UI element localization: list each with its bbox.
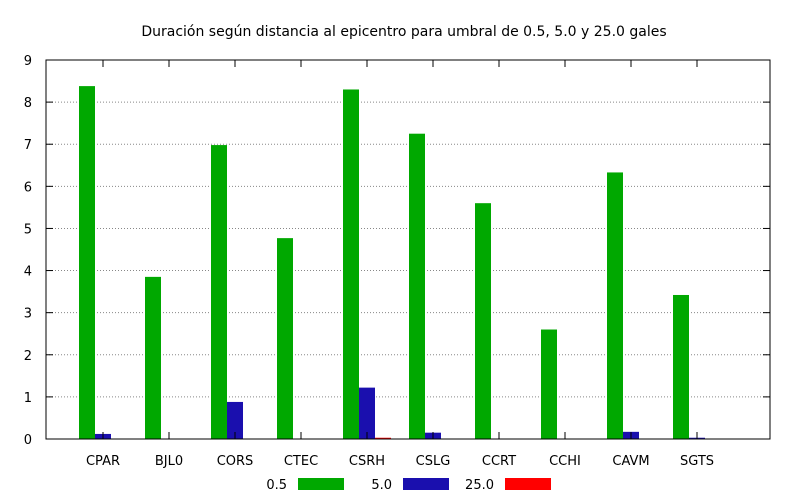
y-tick-label: 0: [24, 433, 32, 448]
bar-0.5-CAVM: [607, 172, 623, 440]
y-tick-label: 6: [24, 180, 32, 195]
chart-title: Duración según distancia al epicentro pa…: [141, 24, 666, 40]
bar-0.5-CCHI: [541, 329, 557, 439]
x-tick-label: CPAR: [86, 454, 120, 469]
bar-0.5-CPAR: [79, 86, 95, 439]
bar-0.5-CSLG: [409, 133, 425, 439]
y-tick-label: 8: [24, 96, 32, 111]
y-tick-label: 1: [24, 391, 32, 406]
bar-0.5-CSRH: [343, 89, 359, 439]
legend-swatch-0.5: [298, 478, 344, 490]
x-tick-label: CAVM: [612, 454, 649, 469]
bar-0.5-CTEC: [277, 238, 293, 439]
legend-swatch-25.0: [505, 478, 551, 490]
x-tick-label: CTEC: [284, 454, 318, 469]
bar-5.0-CSRH: [359, 387, 375, 439]
x-tick-label: SGTS: [680, 454, 714, 469]
y-tick-label: 3: [24, 307, 32, 322]
legend-label-5.0: 5.0: [371, 478, 392, 493]
legend: 0.5 5.0 25.0: [266, 478, 551, 493]
plot-frame: [45, 59, 771, 440]
legend-label-25.0: 25.0: [465, 478, 494, 493]
bar-5.0-CORS: [227, 401, 243, 439]
bar-0.5-BJL0: [145, 276, 161, 439]
x-tick-label: CORS: [217, 454, 254, 469]
bar-25.0-CSRH: [375, 437, 391, 439]
x-tick-label: CSRH: [349, 454, 385, 469]
bar-0.5-CORS: [211, 145, 227, 439]
x-tick-label: CSLG: [416, 454, 451, 469]
grid: [46, 101, 770, 398]
x-tick-label: CCHI: [549, 454, 581, 469]
y-tick-label: 2: [24, 349, 32, 364]
y-tick-label: 9: [24, 54, 32, 69]
y-tick-label: 4: [24, 265, 32, 280]
y-tick-label: 5: [24, 222, 32, 237]
legend-label-0.5: 0.5: [266, 478, 287, 493]
x-tick-label: CCRT: [482, 454, 516, 469]
ticks: 0 1 2 3 4 5 6 7 8 9 CPAR BJL0 CORS CTEC CSRH CSLG CCRT CC…: [24, 54, 770, 469]
bar-0.5-CCRT: [475, 203, 491, 439]
bar-0.5-SGTS: [673, 294, 689, 439]
y-tick-label: 7: [24, 138, 32, 153]
x-tick-label: BJL0: [155, 454, 183, 469]
legend-swatch-5.0: [403, 478, 449, 490]
bars: [79, 86, 705, 440]
